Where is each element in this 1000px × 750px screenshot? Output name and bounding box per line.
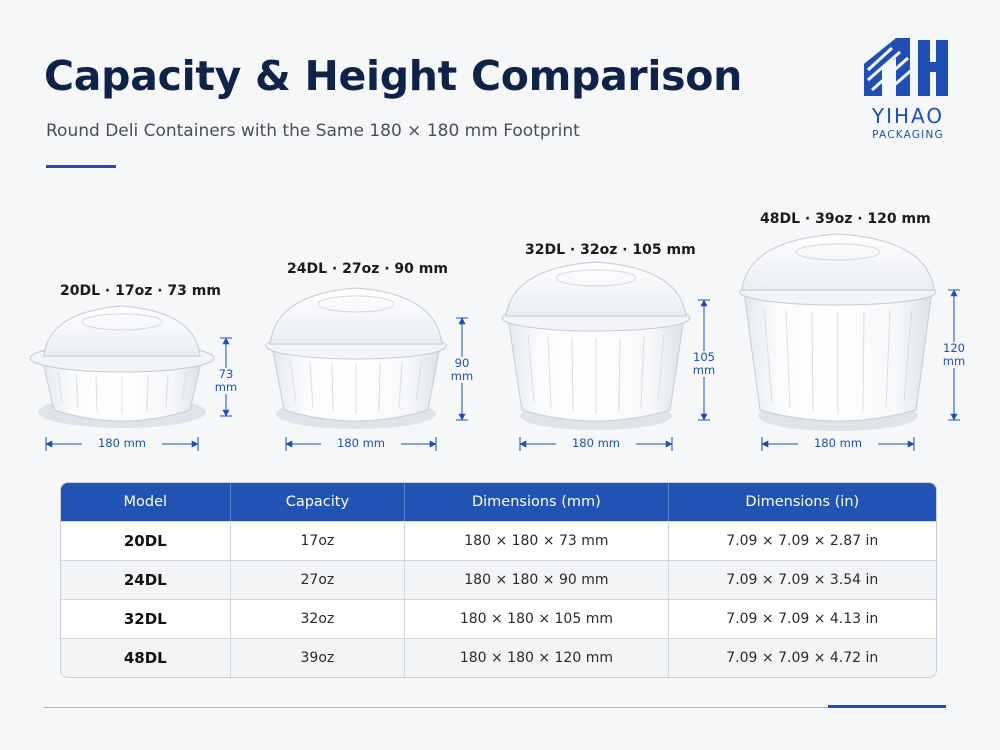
container-comparison: 20DL · 17oz · 73 mm 24DL · 27oz · 90 mm … <box>29 211 969 451</box>
table-row: 48DL 39oz 180 × 180 × 120 mm 7.09 × 7.09… <box>61 638 936 677</box>
title-underline <box>46 165 116 168</box>
cell-dimensions-mm: 180 × 180 × 73 mm <box>405 521 669 560</box>
width-label-24dl: 180 mm <box>321 437 401 450</box>
width-label-48dl: 180 mm <box>798 437 878 450</box>
cell-model: 24DL <box>61 560 231 599</box>
container-label-32dl: 32DL · 32oz · 105 mm <box>525 242 696 258</box>
cell-model: 20DL <box>61 521 231 560</box>
footer-accent-bar <box>828 705 946 708</box>
container-label-48dl: 48DL · 39oz · 120 mm <box>760 211 931 227</box>
container-label-20dl: 20DL · 17oz · 73 mm <box>60 283 221 299</box>
page-subtitle: Round Deli Containers with the Same 180 … <box>46 121 580 141</box>
table-row: 24DL 27oz 180 × 180 × 90 mm 7.09 × 7.09 … <box>61 560 936 599</box>
footer-divider <box>44 707 946 708</box>
container-label-24dl: 24DL · 27oz · 90 mm <box>287 261 448 277</box>
cell-dimensions-in: 7.09 × 7.09 × 4.72 in <box>668 638 936 677</box>
brand-logo: YIHAO PACKAGING <box>858 36 958 146</box>
height-label-20dl: 73 mm <box>211 368 241 394</box>
container-32dl-illustration <box>501 261 691 430</box>
cell-capacity: 39oz <box>230 638 406 677</box>
cell-dimensions-in: 7.09 × 7.09 × 4.13 in <box>668 599 936 638</box>
column-header-capacity: Capacity <box>230 483 406 521</box>
cell-dimensions-in: 7.09 × 7.09 × 3.54 in <box>668 560 936 599</box>
container-48dl-illustration <box>739 233 937 431</box>
cell-dimensions-mm: 180 × 180 × 90 mm <box>405 560 669 599</box>
specification-table: Model Capacity Dimensions (mm) Dimension… <box>60 482 937 678</box>
brand-name: YIHAO <box>871 104 945 128</box>
container-24dl-illustration <box>265 287 447 429</box>
container-20dl-illustration <box>29 305 215 428</box>
width-label-20dl: 180 mm <box>82 437 162 450</box>
table-row: 20DL 17oz 180 × 180 × 73 mm 7.09 × 7.09 … <box>61 521 936 560</box>
column-header-model: Model <box>61 483 231 521</box>
height-label-32dl: 105 mm <box>689 351 719 377</box>
column-header-dimensions-mm: Dimensions (mm) <box>405 483 669 521</box>
cell-capacity: 17oz <box>230 521 406 560</box>
height-label-48dl: 120 mm <box>939 342 969 368</box>
cell-dimensions-in: 7.09 × 7.09 × 2.87 in <box>668 521 936 560</box>
cell-model: 48DL <box>61 638 231 677</box>
cell-model: 32DL <box>61 599 231 638</box>
height-label-24dl: 90 mm <box>447 357 477 383</box>
page-title: Capacity & Height Comparison <box>44 52 742 100</box>
container-illustrations <box>29 233 960 451</box>
width-label-32dl: 180 mm <box>556 437 636 450</box>
brand-tagline: PACKAGING <box>872 129 944 141</box>
yihao-logo-mark-icon <box>864 38 948 96</box>
cell-dimensions-mm: 180 × 180 × 120 mm <box>405 638 669 677</box>
column-header-dimensions-in: Dimensions (in) <box>668 483 936 521</box>
table-row: 32DL 32oz 180 × 180 × 105 mm 7.09 × 7.09… <box>61 599 936 638</box>
cell-capacity: 27oz <box>230 560 406 599</box>
table-header-row: Model Capacity Dimensions (mm) Dimension… <box>61 483 936 521</box>
cell-capacity: 32oz <box>230 599 406 638</box>
cell-dimensions-mm: 180 × 180 × 105 mm <box>405 599 669 638</box>
